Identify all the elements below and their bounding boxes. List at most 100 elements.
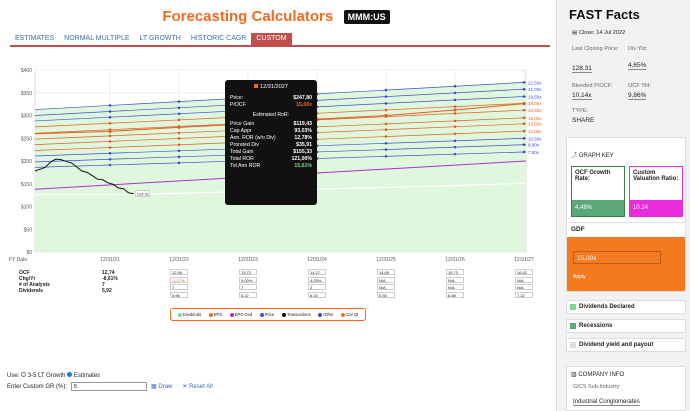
multiple-point [522, 143, 526, 146]
table-cell[interactable]: N/A [377, 284, 395, 290]
reset-all-button[interactable]: ✕ Reset All [182, 384, 213, 390]
y-tick-label: $200 [21, 159, 32, 165]
multiple-label: 13,50x [528, 122, 542, 127]
tooltip-row-value: $35,91 [296, 142, 312, 148]
table-row-label: # of Analysts [19, 282, 50, 288]
legend-label: Cal Qt [346, 312, 359, 317]
tab-estimates[interactable]: ESTIMATES [15, 35, 55, 42]
legend-item-cal-qt[interactable]: Cal Qt [341, 312, 358, 317]
table-cell[interactable]: 5.96 [170, 291, 188, 298]
table-cell[interactable]: 6.55 [377, 291, 395, 298]
table-cell[interactable]: N/A [377, 276, 395, 283]
x-tick-label: 12/31/27 [514, 257, 534, 263]
page-title: Forecasting Calculators [162, 8, 334, 26]
ocf-growth-box[interactable]: OCF Growth Rate: 4,48% [571, 166, 625, 217]
table-cell[interactable]: 6.88 [446, 291, 464, 298]
ticker-badge: MMM:US [343, 9, 390, 24]
multiple-label: 7,50x [528, 150, 540, 155]
legend-label: Dividends [182, 312, 202, 317]
key-label: Dividend yield and payout [579, 342, 654, 348]
gdf-input[interactable]: 15,00x [573, 251, 661, 264]
tab-lt-growth[interactable]: LT GROWTH [139, 35, 181, 42]
apply-button[interactable]: Apply [573, 274, 586, 280]
ocf-growth-label: OCF Growth Rate: [575, 170, 611, 182]
table-cell: 12,74 [102, 270, 115, 276]
table-cell[interactable]: N/A [446, 276, 464, 283]
multiple-point [522, 129, 526, 133]
tooltip-pocf: 15,00x [296, 102, 312, 108]
tab-historic-cagr[interactable]: HISTORIC CAGR [190, 35, 247, 42]
multiple-label: 19,50x [528, 94, 542, 99]
draw-button[interactable]: ▦ Draw [151, 384, 173, 390]
radio-estimates[interactable] [67, 372, 73, 377]
legend-item-price[interactable]: Price [259, 312, 274, 317]
table-cell[interactable]: N/A [515, 276, 533, 283]
tooltip-row-label: Ann. ROR (w/o Div) [230, 135, 276, 141]
table-cell[interactable]: N/A [515, 284, 533, 290]
ocf-yld-value: 9,86% [628, 92, 647, 100]
blended-value: 10,14x [572, 92, 592, 100]
multiple-point [108, 151, 112, 155]
table-cell[interactable]: 9,00% [239, 276, 257, 283]
multiple-point [108, 110, 112, 113]
table-cell: 5,92 [102, 288, 112, 294]
multiple-label: 22,50x [528, 80, 542, 85]
table-cell[interactable]: 13.72 [239, 269, 257, 275]
table-cell[interactable]: 4,03% [308, 276, 326, 283]
growth-source-row: Use: 3-5 LT Growth Estimates [7, 372, 100, 379]
table-cell[interactable]: 7 [170, 284, 188, 290]
multiple-label: 12,00x [528, 129, 542, 134]
table-cell[interactable]: N/A [446, 284, 464, 290]
table-cell: 7 [102, 282, 105, 288]
table-cell[interactable]: 15.73 [446, 269, 464, 275]
table-cell[interactable]: 2 [308, 284, 326, 290]
graph-key-item[interactable]: Recessions [566, 319, 686, 333]
table-cell[interactable]: 7.22 [515, 291, 533, 298]
tab-custom[interactable]: CUSTOM [251, 33, 292, 45]
legend-item-eps[interactable]: EPS [208, 312, 222, 317]
y-tick-label: $0 [26, 250, 32, 256]
multiple-point [522, 150, 526, 154]
multiple-point [384, 122, 388, 126]
multiple-point [522, 122, 526, 126]
table-cell[interactable]: 12.56 [170, 269, 188, 275]
multiple-point [108, 115, 112, 119]
tab-normal-multiple[interactable]: NORMAL MULTIPLE [64, 35, 130, 42]
table-cell[interactable]: -1,17% [170, 276, 188, 283]
legend-item-transactions[interactable]: Transactions [281, 312, 311, 317]
table-cell[interactable]: 16.52 [515, 269, 533, 275]
legend-item-other[interactable]: Other [318, 312, 334, 317]
tooltip-row-value: $119,43 [293, 121, 312, 127]
table-cell[interactable]: 6.22 [239, 291, 257, 298]
graph-key-item[interactable]: Dividend yield and payout [566, 338, 686, 352]
multiple-point [177, 131, 181, 135]
y-tick-label: $100 [21, 205, 32, 211]
multiple-label: 18,00x [528, 101, 542, 106]
multiple-point [177, 100, 181, 103]
legend-item-dividends[interactable]: Dividends [177, 312, 202, 317]
y-tick-label: $350 [21, 91, 32, 97]
ocf-yld-label: OCF Yld: [628, 83, 651, 89]
radio-lt-growth[interactable] [21, 372, 27, 377]
x-tick-label: 12/31/25 [376, 257, 396, 263]
multiple-label: 21,00x [528, 87, 542, 92]
building-icon: ▥ [571, 372, 577, 378]
chart-legend: Dividends EPS EPS-Ovd Price Transactions Othe… [170, 308, 366, 321]
table-cell[interactable]: 7 [239, 284, 257, 290]
table-cell[interactable]: 14.27 [308, 269, 326, 275]
custom-gr-input[interactable] [71, 382, 148, 391]
multiple-point [177, 161, 181, 165]
legend-label: Other [323, 312, 334, 317]
table-cell: -8,61% [102, 276, 118, 282]
tooltip-row-value: 121,00% [291, 156, 312, 162]
gdf-label: GDF [567, 223, 685, 237]
chart-tooltip: 12/31/2027 Price: $247,80 P/OCF 15,00x Est… [225, 80, 317, 205]
custom-valuation-box[interactable]: Custom Valuation Ratio: 10.14 [629, 166, 683, 217]
table-cell[interactable]: 14.65 [377, 269, 395, 275]
gics-label: GICS Sub-Industry: [573, 384, 621, 390]
multiple-point [522, 87, 526, 91]
tooltip-row-value: 12,78% [294, 135, 312, 141]
graph-key-item[interactable]: Dividends Declared [566, 300, 686, 314]
table-cell[interactable]: 6.24 [308, 291, 326, 298]
legend-item-eps-ovd[interactable]: EPS-Ovd [229, 312, 252, 317]
